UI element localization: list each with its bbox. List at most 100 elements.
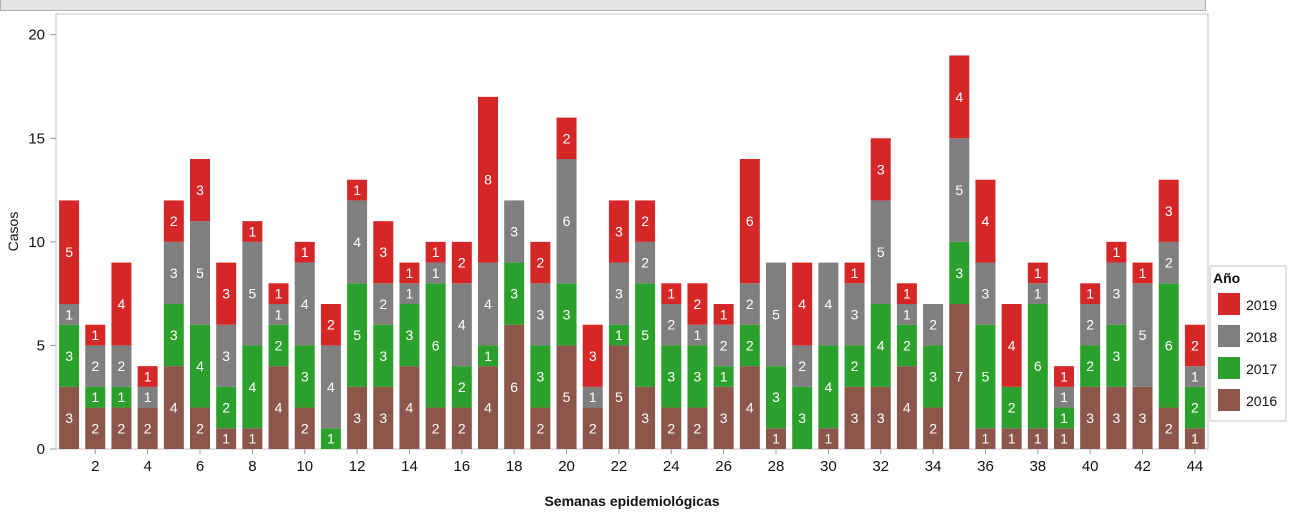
- bar-segment-2016: [451, 407, 472, 449]
- bar-segment-2017: [792, 386, 813, 449]
- bar-segment-2018: [635, 241, 656, 284]
- bar-segment-2016: [687, 407, 708, 449]
- bar-segment-2016: [216, 428, 237, 449]
- bar-data-label: 2: [903, 337, 911, 353]
- bar-data-label: 1: [1008, 431, 1016, 447]
- bar-segment-2017: [190, 324, 210, 408]
- bar-data-label: 2: [1165, 420, 1173, 436]
- bar-data-label: 1: [589, 389, 597, 405]
- bar-data-label: 2: [667, 420, 675, 436]
- bar-segment-2017: [451, 366, 472, 408]
- bar-segment-2016: [163, 366, 184, 449]
- bar-data-label: 2: [929, 420, 937, 436]
- bar-segment-2019: [137, 366, 158, 387]
- bar-segment-2016: [85, 407, 106, 449]
- bar-segment-2019: [1106, 241, 1127, 263]
- bar-data-label: 3: [877, 161, 885, 177]
- bar-data-label: 1: [615, 327, 623, 343]
- bar-segment-2016: [111, 407, 132, 449]
- bar-segment-2018: [347, 200, 368, 284]
- x-tick-label: 18: [506, 458, 523, 475]
- bar-segment-2019: [844, 262, 865, 284]
- bar-data-label: 2: [91, 358, 99, 374]
- bar-data-label: 4: [982, 213, 990, 229]
- bar-data-label: 4: [275, 400, 283, 416]
- bar-data-label: 1: [694, 327, 702, 343]
- bar-segment-2018: [1080, 304, 1101, 346]
- bar-segment-2017: [739, 324, 760, 367]
- bar-segment-2017: [530, 345, 551, 408]
- bar-segment-2016: [608, 345, 629, 449]
- bar-segment-2017: [59, 324, 80, 387]
- bar-data-label: 2: [458, 255, 466, 271]
- bar-segment-2016: [661, 407, 682, 449]
- bar-segment-2017: [975, 324, 996, 429]
- bar-segment-2018: [713, 324, 734, 367]
- bar-segment-2019: [1054, 366, 1074, 387]
- bar-segment-2019: [582, 324, 603, 387]
- x-tick-label: 14: [401, 458, 418, 475]
- bar-data-label: 2: [458, 379, 466, 395]
- bar-segment-2017: [661, 345, 682, 408]
- bar-segment-2019: [792, 262, 813, 346]
- bar-data-label: 2: [694, 420, 702, 436]
- x-tick-label: 36: [977, 458, 994, 475]
- bar-segment-2017: [1080, 345, 1101, 387]
- bar-segment-2017: [399, 304, 420, 367]
- legend-swatch-2016: [1218, 389, 1240, 411]
- bar-segment-2018: [792, 345, 813, 387]
- bar-data-label: 5: [615, 389, 623, 405]
- bar-segment-2019: [949, 55, 970, 139]
- bar-data-label: 4: [353, 234, 361, 250]
- bar-segment-2017: [766, 366, 786, 429]
- bar-segment-2016: [268, 366, 289, 449]
- bar-data-label: 6: [510, 379, 518, 395]
- legend-swatch-2018: [1218, 325, 1240, 347]
- bar-segment-2016: [530, 407, 551, 449]
- bar-data-label: 4: [824, 379, 832, 395]
- bar-segment-2017: [347, 283, 368, 387]
- bar-data-label: 4: [406, 400, 414, 416]
- bar-data-label: 2: [170, 213, 178, 229]
- bar-data-label: 1: [406, 286, 414, 302]
- bar-segment-2016: [294, 407, 315, 449]
- bar-data-label: 4: [955, 89, 963, 105]
- bar-data-label: 1: [851, 265, 859, 281]
- x-tick-label: 40: [1082, 458, 1099, 475]
- bar-data-label: 1: [353, 182, 361, 198]
- bar-segment-2018: [190, 221, 210, 325]
- bar-segment-2018: [844, 283, 865, 346]
- bar-data-label: 4: [458, 317, 466, 333]
- bar-segment-2019: [1027, 262, 1048, 284]
- bar-data-label: 8: [484, 172, 492, 188]
- bar-data-label: 3: [615, 224, 623, 240]
- bar-data-label: 2: [1086, 317, 1094, 333]
- x-axis-title: Semanas epidemiológicas: [544, 493, 719, 509]
- bar-data-label: 3: [510, 286, 518, 302]
- bar-data-label: 6: [1165, 337, 1173, 353]
- bar-data-label: 4: [824, 296, 832, 312]
- bar-segment-2016: [1001, 428, 1022, 449]
- bar-segment-2018: [268, 304, 289, 325]
- bar-data-label: 3: [929, 369, 937, 385]
- bar-segment-2019: [268, 283, 289, 304]
- bar-data-label: 1: [1191, 431, 1199, 447]
- bar-segment-2018: [1054, 386, 1074, 408]
- bar-segment-2016: [923, 407, 944, 449]
- bar-segment-2018: [399, 283, 420, 304]
- legend-label-2016: 2016: [1246, 393, 1277, 409]
- legend-swatch-2019: [1218, 293, 1240, 315]
- bar-segment-2018: [687, 324, 708, 346]
- bar-data-label: 1: [667, 286, 675, 302]
- y-tick-label: 20: [28, 27, 45, 44]
- bar-data-label: 1: [982, 431, 990, 447]
- legend-label-2018: 2018: [1246, 329, 1277, 345]
- bar-segment-2017: [163, 304, 184, 367]
- bar-segment-2016: [1027, 428, 1048, 449]
- bar-data-label: 4: [248, 379, 256, 395]
- bar-segment-2019: [163, 200, 184, 242]
- bar-data-label: 1: [720, 306, 728, 322]
- bar-segment-2017: [608, 324, 629, 346]
- bar-data-label: 3: [353, 410, 361, 426]
- bar-data-label: 2: [536, 255, 544, 271]
